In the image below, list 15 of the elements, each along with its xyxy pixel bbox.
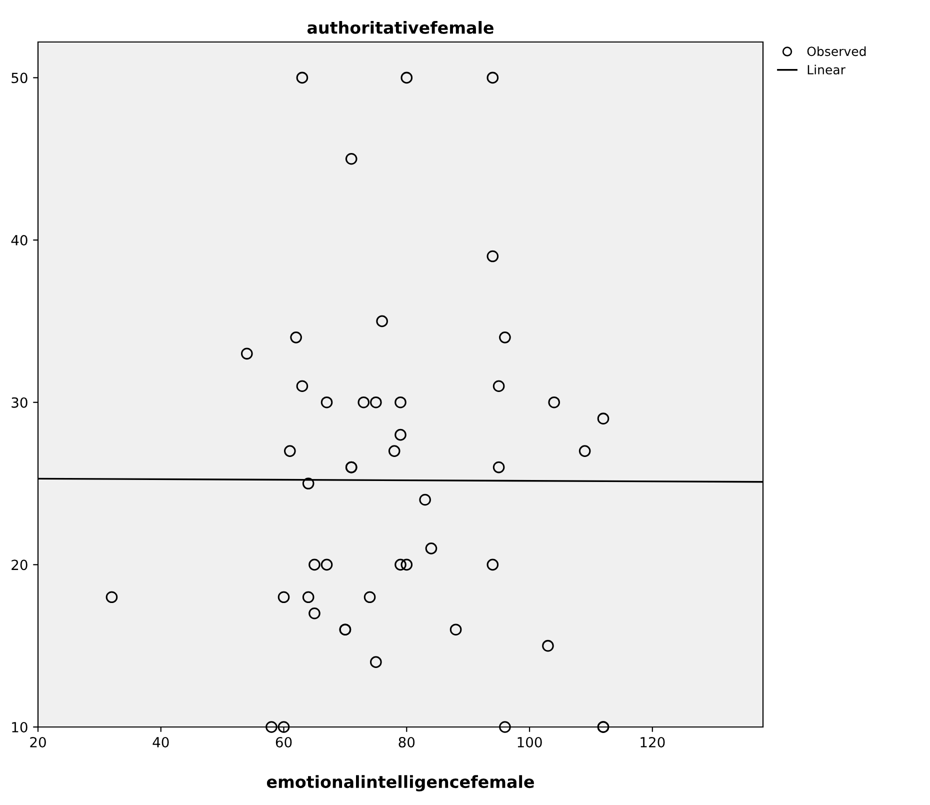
y-tick-label: 10: [12, 722, 28, 732]
x-tick-label: 40: [152, 736, 169, 748]
x-tick-label: 100: [518, 736, 542, 748]
x-axis-title: emotionalintelligencefemale: [266, 775, 534, 792]
chart-title: authoritativefemale: [307, 21, 494, 34]
y-tick-label: 50: [12, 72, 28, 84]
legend-label: Linear: [808, 64, 846, 74]
y-tick-label: 40: [11, 235, 28, 246]
x-tick-label: 80: [398, 736, 415, 748]
x-tick-label: 60: [276, 736, 292, 748]
x-tick-label: 120: [640, 736, 665, 748]
x-tick-label: 20: [30, 736, 46, 748]
y-tick-label: 20: [12, 560, 28, 570]
legend-label: Observed: [807, 46, 866, 56]
y-tick-label: 30: [12, 397, 28, 408]
